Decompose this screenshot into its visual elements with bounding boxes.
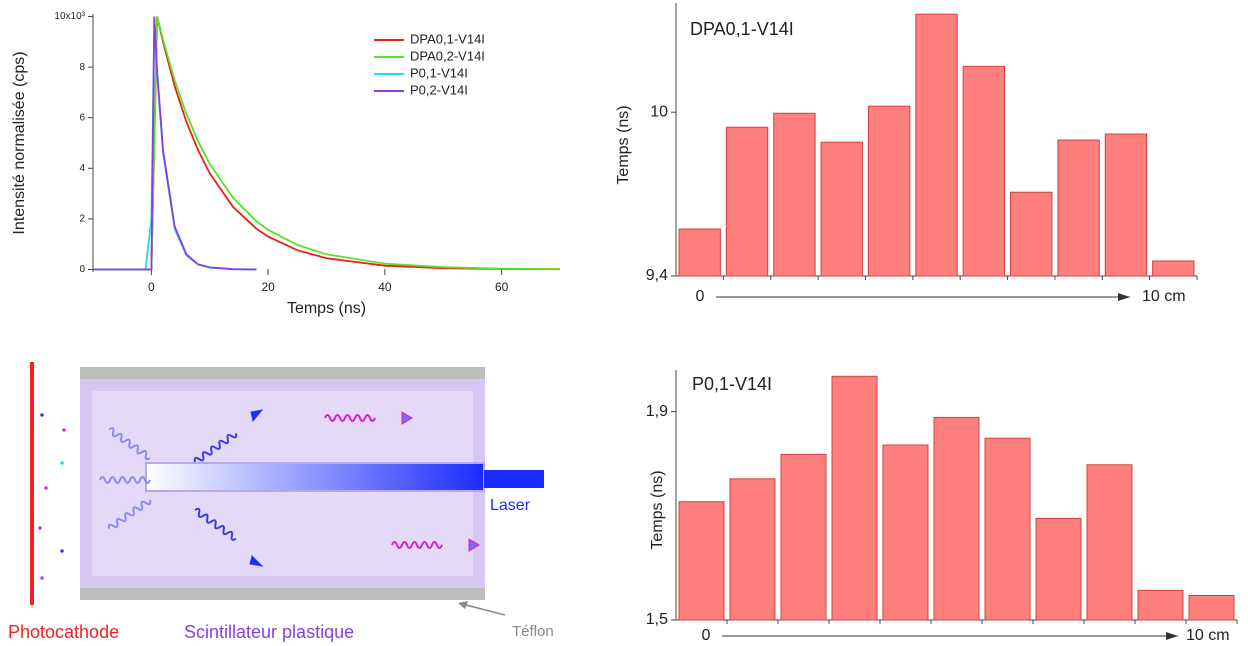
y-axis-label: Temps (ns): [649, 470, 666, 549]
y-tick-label: 8: [79, 62, 85, 73]
bar: [1188, 595, 1235, 621]
bar: [773, 112, 816, 277]
bar: [831, 375, 878, 621]
y-axis-label: Intensité normalisée (cps): [11, 51, 28, 234]
photocathode-label: Photocathode: [8, 622, 119, 642]
y-tick-label: 1,9: [646, 403, 668, 420]
bar: [1010, 191, 1053, 277]
y-tick-label: 10x10³: [54, 11, 85, 22]
y-tick-label: 9,4: [646, 267, 668, 284]
bar: [1035, 517, 1082, 621]
bar: [962, 65, 1006, 277]
bar: [1152, 260, 1195, 277]
bar: [933, 416, 980, 621]
bar: [678, 228, 721, 277]
diagram: Photocathode Scintillateur plastique Téf…: [8, 362, 554, 642]
bar: [1057, 139, 1100, 277]
legend-label: P0,1-V14I: [410, 65, 468, 80]
bar: [820, 141, 863, 277]
photons-magenta: [324, 411, 480, 552]
series-line: [93, 21, 257, 271]
laser-beam-out: [484, 470, 544, 488]
dots: [38, 413, 66, 580]
bar: [1086, 464, 1133, 621]
bar: [780, 453, 827, 621]
bar: [984, 437, 1031, 621]
bar: [729, 478, 776, 621]
series-line: [93, 16, 257, 271]
y-tick-label: 0: [79, 264, 85, 275]
x-arrow-head: [1118, 293, 1130, 301]
bar: [1137, 589, 1184, 621]
teflon-pointer: [461, 603, 506, 616]
x-arrow-start: 0: [702, 627, 711, 644]
x-tick-label: 60: [495, 280, 509, 294]
x-tick-label: 20: [261, 280, 275, 294]
legend-label: P0,2-V14I: [410, 82, 468, 97]
photons: [99, 409, 264, 567]
chart-title: DPA0,1-V14I: [690, 19, 794, 39]
teflon-bottom: [80, 588, 485, 600]
bar: [915, 13, 958, 277]
x-tick-label: 0: [148, 280, 155, 294]
bar: [678, 501, 725, 621]
bar: [725, 126, 769, 277]
series-line: [93, 16, 561, 271]
teflon-top: [80, 367, 485, 379]
laser-label: Laser: [490, 497, 531, 514]
y-tick-label: 2: [79, 214, 85, 225]
bar: [867, 105, 911, 277]
legend-label: DPA0,1-V14I: [410, 31, 485, 46]
x-tick-label: 40: [378, 280, 392, 294]
laser-beam: [145, 462, 485, 492]
bar: [1104, 133, 1148, 277]
teflon-label: Téflon: [512, 623, 554, 640]
bar: [882, 444, 929, 621]
teflon-pointer-head: [458, 601, 468, 609]
chart-title: P0,1-V14I: [692, 374, 772, 394]
x-axis-label: Temps (ns): [287, 300, 366, 317]
legend-label: DPA0,2-V14I: [410, 48, 485, 63]
y-tick-label: 10: [650, 103, 668, 120]
y-tick-label: 6: [79, 112, 85, 123]
y-tick-label: 4: [79, 163, 85, 174]
x-arrow-start: 0: [696, 288, 705, 305]
x-arrow-end: 10 cm: [1142, 288, 1186, 305]
y-axis-label: Temps (ns): [615, 105, 632, 184]
y-tick-label: 1,5: [646, 611, 668, 628]
scintillator-label: Scintillateur plastique: [184, 622, 354, 642]
x-arrow-head: [1166, 632, 1178, 640]
x-arrow-end: 10 cm: [1186, 627, 1230, 644]
